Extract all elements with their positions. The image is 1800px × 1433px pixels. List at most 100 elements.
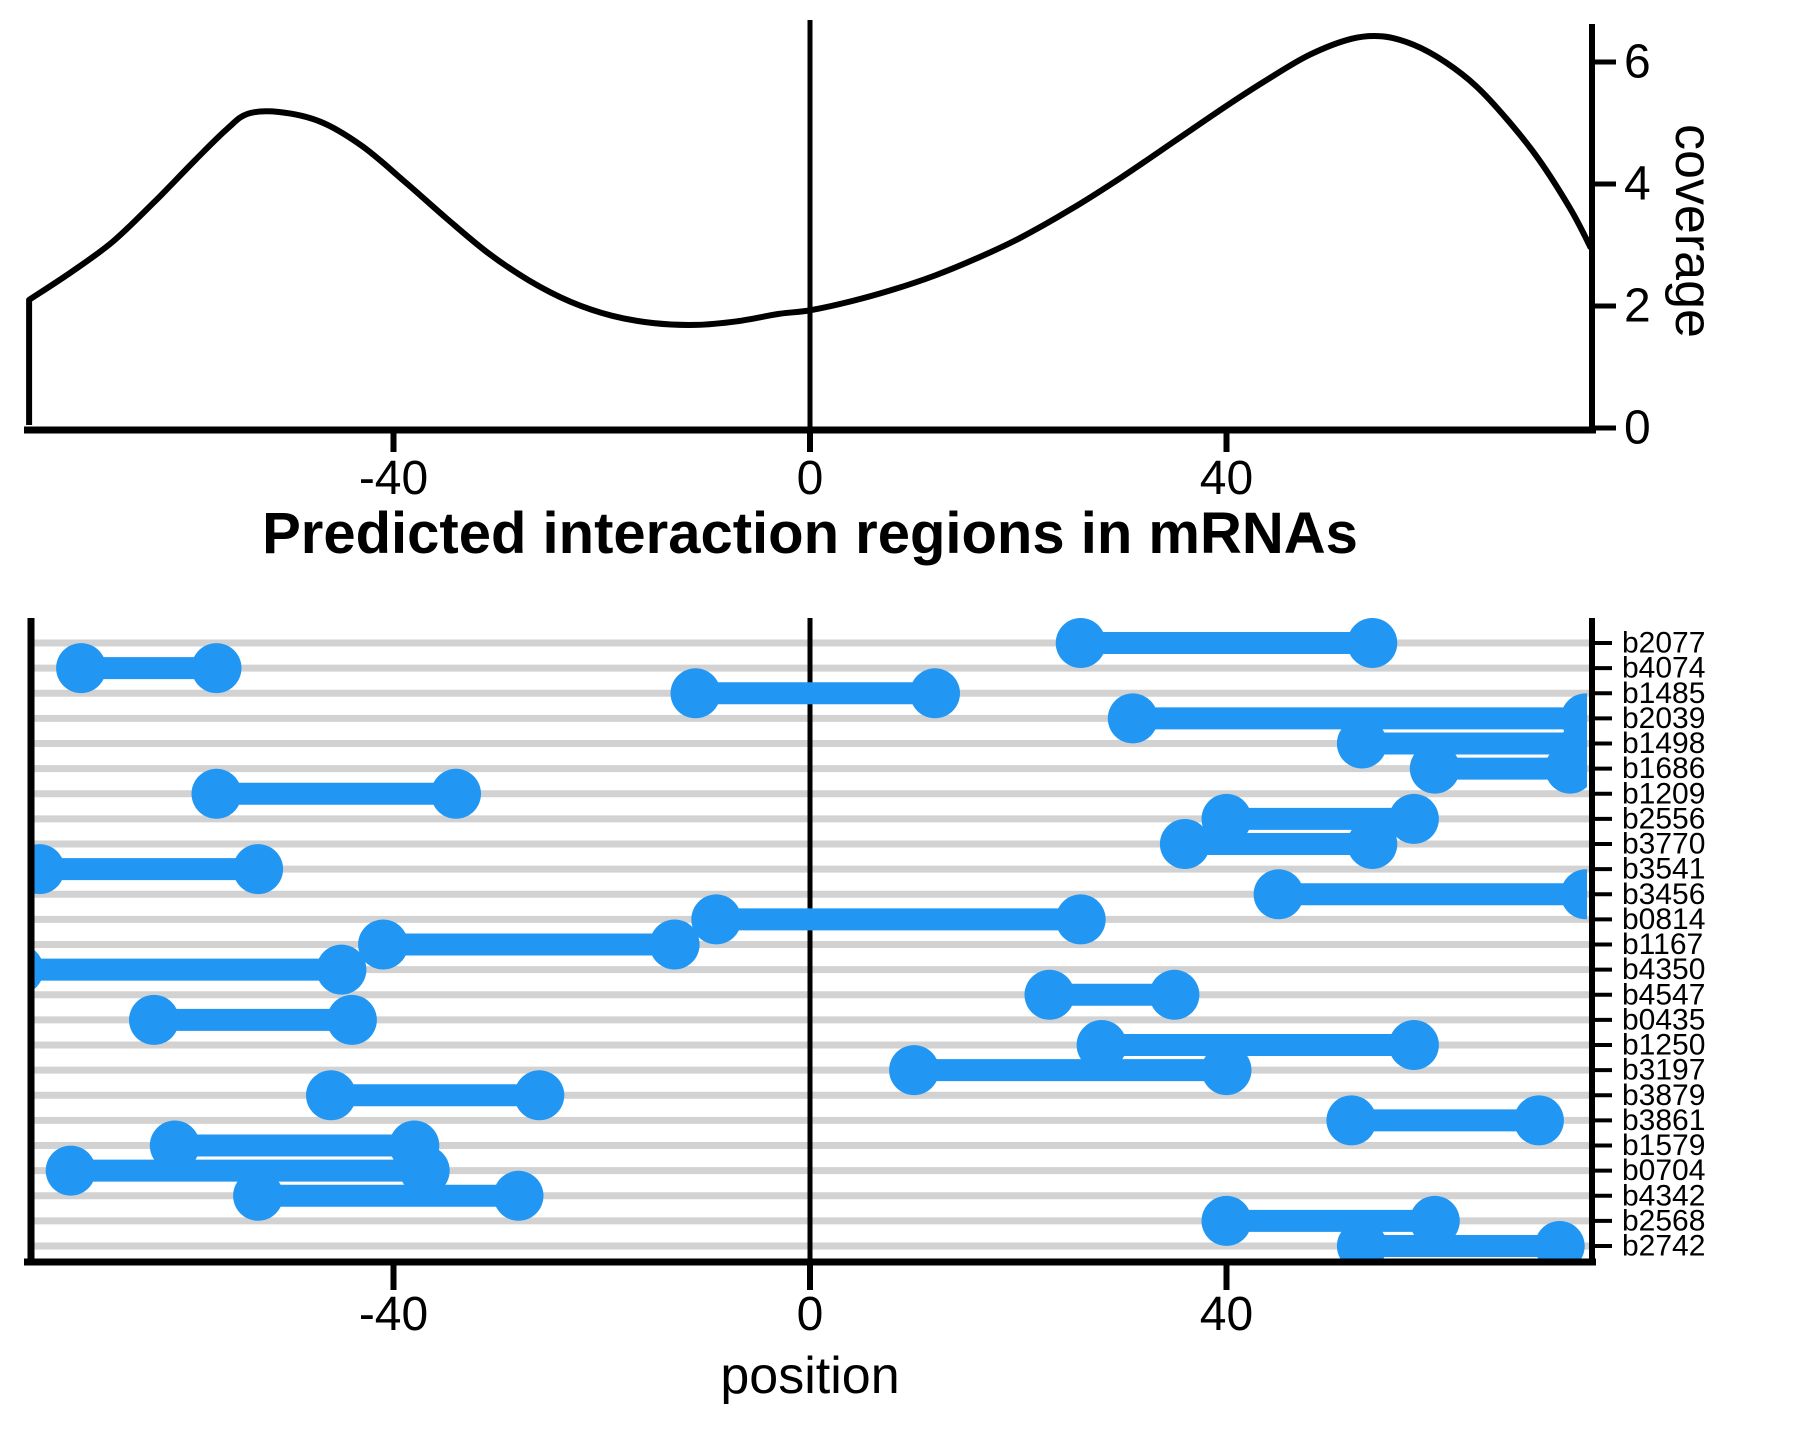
y-tick-label: 6 bbox=[1624, 36, 1651, 89]
interaction-segment-b1167 bbox=[358, 919, 700, 970]
segment-start-dot bbox=[1024, 969, 1075, 1020]
segment-start-dot bbox=[1326, 1095, 1377, 1146]
interaction-segment-b4350 bbox=[33, 944, 367, 995]
interaction-segment-b1579 bbox=[149, 1120, 440, 1171]
row-label: b4342 bbox=[1622, 1179, 1705, 1212]
row-label: b2039 bbox=[1622, 702, 1705, 735]
coverage-curve bbox=[26, 32, 1594, 425]
row-label: b0704 bbox=[1622, 1154, 1705, 1187]
interaction-segment-b0435 bbox=[129, 994, 377, 1045]
interaction-segment-b3456 bbox=[1253, 869, 1587, 920]
interaction-segment-b1209 bbox=[191, 768, 481, 819]
interaction-segment-b3861 bbox=[1326, 1095, 1564, 1146]
segment-end-dot bbox=[1347, 819, 1398, 869]
interaction-segment-b2742 bbox=[1336, 1221, 1585, 1262]
row-label: b1209 bbox=[1622, 777, 1705, 810]
segment-start-dot bbox=[1201, 1195, 1252, 1246]
segment-end-dot bbox=[1388, 793, 1439, 844]
segment-end-dot bbox=[191, 643, 242, 694]
interaction-segment-b2077 bbox=[1055, 618, 1398, 668]
row-label: b1167 bbox=[1622, 928, 1703, 961]
segment-start-dot bbox=[33, 949, 44, 991]
y-tick-label: 4 bbox=[1624, 158, 1651, 211]
row-label: b4074 bbox=[1622, 652, 1705, 685]
segment-start-dot bbox=[670, 668, 721, 719]
segment-start-dot bbox=[45, 1145, 96, 1196]
row-label: b0814 bbox=[1622, 903, 1705, 936]
row-label: b2556 bbox=[1622, 802, 1705, 835]
row-label: b1485 bbox=[1622, 677, 1705, 710]
segment-start-dot bbox=[1336, 718, 1387, 769]
interaction-segment-b1686 bbox=[1409, 743, 1587, 794]
segment-end-dot bbox=[1149, 969, 1200, 1020]
interaction-segment-b0814 bbox=[691, 894, 1106, 945]
interaction-segment-b4074 bbox=[56, 643, 242, 694]
segment-start-dot bbox=[306, 1070, 356, 1121]
row-label: b1579 bbox=[1622, 1129, 1705, 1162]
segment-end-dot bbox=[1055, 894, 1106, 945]
segment-start-dot bbox=[233, 1170, 284, 1221]
segment-start-dot bbox=[1336, 1221, 1387, 1262]
interaction-segment-b1485 bbox=[670, 668, 960, 719]
segment-end-dot bbox=[1409, 1195, 1460, 1246]
row-label: b1498 bbox=[1622, 727, 1705, 760]
segment-end-dot bbox=[910, 668, 960, 719]
row-label: b2077 bbox=[1622, 627, 1705, 660]
segment-start-dot bbox=[889, 1045, 940, 1096]
row-label: b0435 bbox=[1622, 1003, 1705, 1036]
x-tick-label: 0 bbox=[797, 1288, 824, 1341]
segment-start-dot bbox=[149, 1120, 200, 1171]
row-label: b3770 bbox=[1622, 828, 1705, 861]
segment-end-dot bbox=[326, 994, 377, 1045]
row-label: b3197 bbox=[1622, 1054, 1705, 1087]
segment-start-dot bbox=[33, 844, 65, 895]
row-label: b3879 bbox=[1622, 1079, 1705, 1112]
interaction-segment-b3197 bbox=[889, 1045, 1252, 1096]
row-label: b4350 bbox=[1622, 953, 1705, 986]
segment-end-dot bbox=[649, 919, 700, 970]
x-tick-label: -40 bbox=[359, 1288, 428, 1341]
segment-start-dot bbox=[191, 768, 242, 819]
segment-end-dot bbox=[431, 768, 481, 819]
segment-start-dot bbox=[1076, 1020, 1127, 1070]
interaction-segment-b3770 bbox=[1159, 819, 1398, 869]
interaction-segment-b4342 bbox=[233, 1170, 544, 1221]
y-tick-label: 0 bbox=[1624, 402, 1651, 455]
row-label: b3456 bbox=[1622, 878, 1705, 911]
row-label: b1686 bbox=[1622, 752, 1705, 785]
segment-end-dot bbox=[1560, 869, 1587, 920]
interaction-segment-b3879 bbox=[306, 1070, 565, 1121]
segment-start-dot bbox=[129, 994, 179, 1045]
row-label: b2742 bbox=[1622, 1230, 1705, 1263]
segment-start-dot bbox=[1159, 819, 1210, 869]
segment-end-dot bbox=[316, 944, 367, 995]
segment-start-dot bbox=[1201, 793, 1252, 844]
x-tick-label: 40 bbox=[1200, 1288, 1253, 1341]
segment-end-dot bbox=[1347, 618, 1398, 668]
segments-group bbox=[33, 618, 1587, 1262]
chart-title: Predicted interaction regions in mRNAs bbox=[262, 501, 1358, 566]
segment-start-dot bbox=[1107, 693, 1158, 744]
x-axis-title-position: position bbox=[720, 1347, 900, 1405]
segment-start-dot bbox=[56, 643, 107, 694]
row-label: b1250 bbox=[1622, 1029, 1705, 1062]
interaction-segment-b4547 bbox=[1024, 969, 1200, 1020]
segment-end-dot bbox=[493, 1170, 544, 1221]
x-tick-label: 0 bbox=[797, 452, 824, 505]
row-label: b3541 bbox=[1622, 853, 1705, 886]
row-label: b4547 bbox=[1622, 978, 1705, 1011]
segment-end-dot bbox=[1201, 1045, 1252, 1096]
segment-end-dot bbox=[399, 1145, 450, 1196]
row-label: b2568 bbox=[1622, 1204, 1705, 1237]
interaction-segment-b1250 bbox=[1076, 1020, 1439, 1070]
segment-start-dot bbox=[1409, 743, 1460, 794]
segment-end-dot bbox=[1545, 743, 1587, 794]
y-axis-title-coverage: coverage bbox=[1664, 123, 1722, 338]
segment-end-dot bbox=[1388, 1020, 1439, 1070]
interaction-segment-b3541 bbox=[33, 844, 284, 895]
segment-start-dot bbox=[358, 919, 409, 970]
x-tick-label: -40 bbox=[359, 452, 428, 505]
x-tick-label: 40 bbox=[1200, 452, 1253, 505]
